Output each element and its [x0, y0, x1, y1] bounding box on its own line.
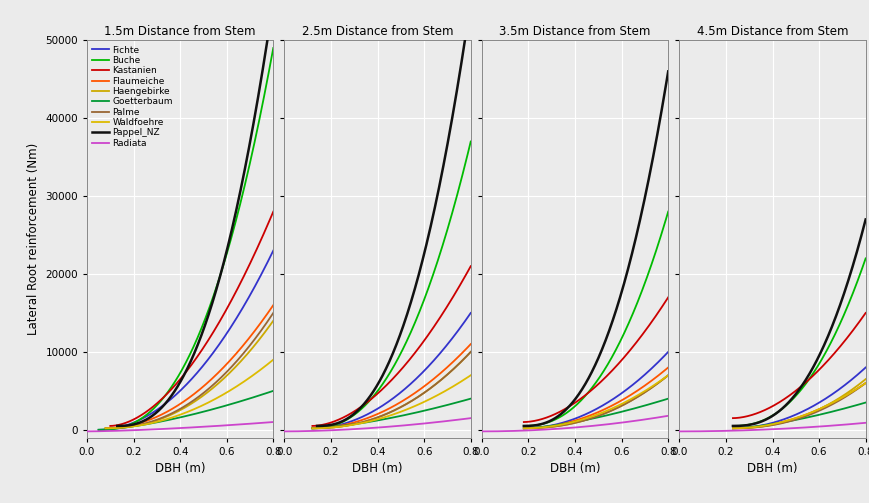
X-axis label: DBH (m): DBH (m) — [352, 462, 402, 475]
Title: 3.5m Distance from Stem: 3.5m Distance from Stem — [499, 25, 650, 38]
Title: 1.5m Distance from Stem: 1.5m Distance from Stem — [104, 25, 255, 38]
Y-axis label: Lateral Root reinforcement (Nm): Lateral Root reinforcement (Nm) — [27, 143, 40, 335]
X-axis label: DBH (m): DBH (m) — [155, 462, 205, 475]
Title: 4.5m Distance from Stem: 4.5m Distance from Stem — [696, 25, 847, 38]
X-axis label: DBH (m): DBH (m) — [746, 462, 797, 475]
Legend: Fichte, Buche, Kastanien, Flaumeiche, Haengebirke, Goetterbaum, Palme, Waldfoehr: Fichte, Buche, Kastanien, Flaumeiche, Ha… — [91, 45, 174, 149]
Title: 2.5m Distance from Stem: 2.5m Distance from Stem — [302, 25, 453, 38]
X-axis label: DBH (m): DBH (m) — [549, 462, 600, 475]
